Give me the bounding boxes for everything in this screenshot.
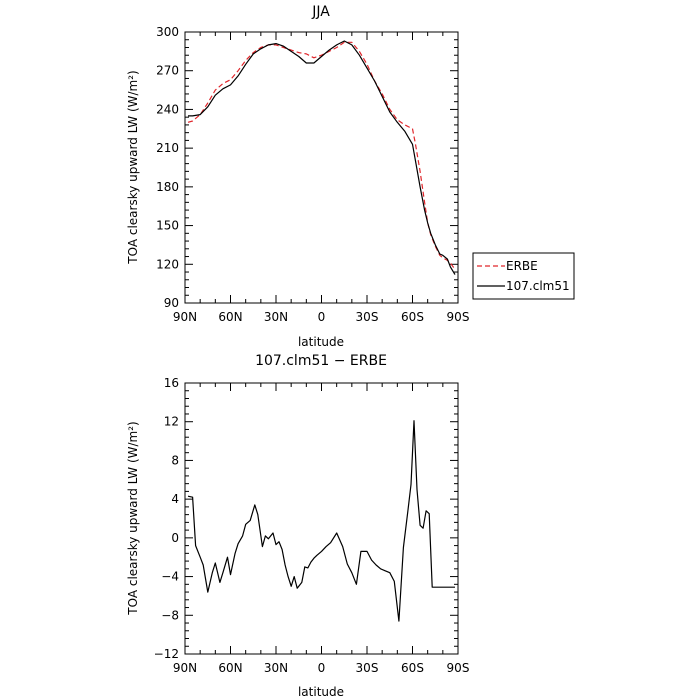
top-tick-labels: 90N 60N 30N 0 30S 60S 90S 90 120 150 180 210 240 270 3… [156,25,469,324]
legend-label-erbe: ERBE [506,259,538,273]
top-y-tick-label: 180 [156,180,179,194]
top-x-tick-label: 60N [218,310,242,324]
top-x-tick-label: 90N [173,310,197,324]
bottom-x-tick-label: 90N [173,661,197,675]
bottom-y-tick-label: 12 [164,415,179,429]
top-y-tick-label: 240 [156,102,179,116]
bottom-y-tick-label: 4 [171,492,179,506]
bottom-y-tick-label: 16 [164,376,179,390]
top-y-tick-label: 270 [156,64,179,78]
bottom-x-tick-label: 60S [401,661,424,675]
top-x-tick-label: 30S [356,310,379,324]
bottom-panel: 107.clm51 − ERBE latitude TOA clearsky u… [126,353,469,699]
bottom-y-tick-label: −8 [161,608,179,622]
bottom-tick-labels: 90N 60N 30N 0 30S 60S 90S −12 −8 −4 0 4 8 12 16 [154,376,470,675]
top-axis-ticks [184,31,459,304]
bottom-y-tick-label: 0 [171,531,179,545]
top-series-lines [187,40,456,275]
bottom-series-lines [187,420,455,622]
top-panel: JJA latitude TOA clearsky upward LW (W/m… [126,4,575,349]
bottom-series-line-difference [187,420,455,622]
bottom-y-tick-label: −12 [154,647,179,661]
top-chart-title: JJA [311,4,330,20]
bottom-x-tick-label: 90S [447,661,470,675]
bottom-y-axis-title: TOA clearsky upward LW (W/m²) [126,421,140,615]
top-x-tick-label: 30N [264,310,288,324]
top-y-tick-label: 150 [156,219,179,233]
bottom-x-tick-label: 60N [218,661,242,675]
top-y-tick-label: 90 [164,296,179,310]
bottom-chart-title: 107.clm51 − ERBE [255,353,387,369]
legend-label-model: 107.clm51 [506,279,570,293]
top-x-axis-title: latitude [298,335,344,349]
legend: ERBE 107.clm51 [472,252,575,300]
bottom-plot-frame [184,382,459,655]
top-x-tick-label: 60S [401,310,424,324]
bottom-axis-ticks [184,382,459,655]
top-x-tick-label: 90S [447,310,470,324]
top-y-tick-label: 300 [156,25,179,39]
bottom-x-tick-label: 30N [264,661,288,675]
bottom-x-tick-label: 0 [318,661,326,675]
top-series-line-107-clm51 [188,40,456,275]
top-y-axis-title: TOA clearsky upward LW (W/m²) [126,70,140,264]
top-x-tick-label: 0 [318,310,326,324]
bottom-x-axis-title: latitude [298,685,344,699]
top-y-tick-label: 210 [156,141,179,155]
bottom-y-tick-label: −4 [161,570,179,584]
legend-box [472,252,575,300]
bottom-y-tick-label: 8 [171,453,179,467]
bottom-x-tick-label: 30S [356,661,379,675]
top-y-tick-label: 120 [156,257,179,271]
